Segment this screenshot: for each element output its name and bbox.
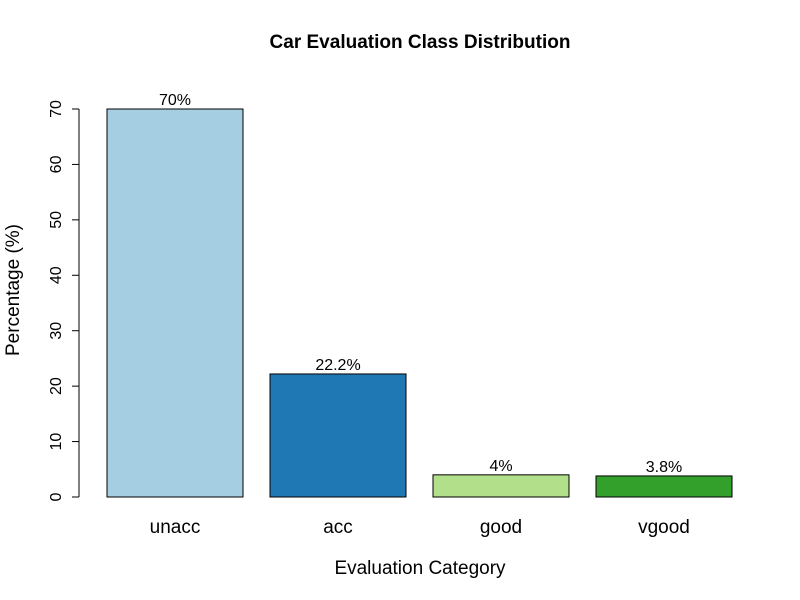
x-tick-label-good: good [480,517,522,538]
y-tick-label: 0 [48,492,65,501]
y-tick-label: 50 [48,211,65,229]
data-label-acc: 22.2% [315,357,360,374]
x-axis-labels: unacc acc good vgood [150,517,690,538]
x-tick-label-unacc: unacc [150,517,201,538]
data-label-vgood: 3.8% [646,459,682,476]
bar-unacc [106,108,244,498]
y-tick-label: 70 [48,100,65,118]
data-label-unacc: 70% [159,92,191,109]
bar-vgood [595,475,733,498]
y-axis: 0 10 20 30 40 50 60 70 [48,100,80,501]
y-tick-label: 10 [48,433,65,451]
data-label-good: 4% [489,458,512,475]
x-axis-title: Evaluation Category [334,558,506,579]
y-tick-label: 60 [48,155,65,173]
x-tick-label-vgood: vgood [638,517,690,538]
y-tick-label: 30 [48,322,65,340]
data-labels: 70% 22.2% 4% 3.8% [159,92,682,476]
y-axis-title: Percentage (%) [3,224,24,356]
bar-good [432,474,570,498]
bar-acc [269,373,407,498]
x-tick-label-acc: acc [323,517,353,538]
bars [106,108,733,498]
y-tick-label: 40 [48,266,65,284]
chart-title: Car Evaluation Class Distribution [270,32,571,53]
y-tick-label: 20 [48,377,65,395]
